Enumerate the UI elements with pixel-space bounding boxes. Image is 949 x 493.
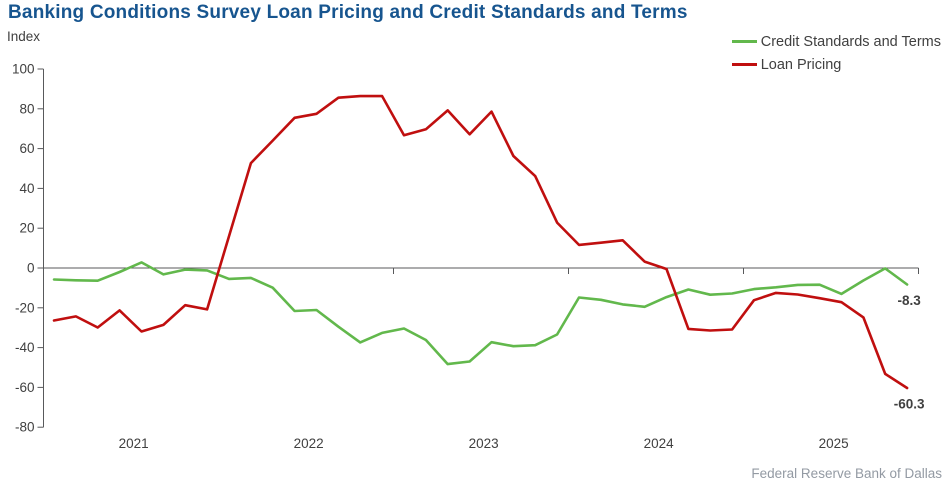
- y-axis-tick-label: 20: [19, 221, 34, 236]
- series-end-value-label: -8.3: [897, 293, 921, 308]
- y-axis-tick-label: 100: [12, 62, 35, 77]
- series-line-credit-standards-and-terms: [52, 261, 909, 366]
- y-axis-tick-label: -80: [15, 420, 35, 435]
- y-axis-tick-label: 40: [19, 181, 34, 196]
- chart-title: Banking Conditions Survey Loan Pricing a…: [8, 2, 688, 23]
- legend-label-credit-standards: Credit Standards and Terms: [760, 33, 941, 50]
- legend-item-credit-standards: Credit Standards and Terms: [731, 31, 941, 52]
- legend-swatch-green-line: [731, 40, 757, 43]
- x-axis-year-label: 2022: [294, 436, 324, 451]
- legend: Credit Standards and Terms Loan Pricing: [731, 31, 941, 75]
- series-end-value-label: -60.3: [894, 396, 925, 411]
- y-axis-tick-label: 80: [19, 101, 34, 116]
- y-axis-tick-label: -60: [15, 380, 35, 395]
- y-axis-tick-label: 0: [27, 261, 35, 276]
- legend-item-loan-pricing: Loan Pricing: [731, 54, 941, 75]
- legend-label-loan-pricing: Loan Pricing: [760, 56, 842, 73]
- x-axis-year-label: 2025: [819, 436, 849, 451]
- x-axis-year-label: 2021: [119, 436, 149, 451]
- y-axis-tick-label: 60: [19, 141, 34, 156]
- series-line-loan-pricing: [52, 94, 909, 390]
- y-axis-unit-label: Index: [7, 29, 41, 44]
- source-attribution: Federal Reserve Bank of Dallas: [751, 466, 942, 481]
- legend-swatch-red-line: [731, 63, 757, 66]
- x-axis-year-label: 2023: [469, 436, 499, 451]
- x-axis-year-label: 2024: [644, 436, 675, 451]
- y-axis-tick-label: -40: [15, 340, 35, 355]
- y-axis-tick-label: -20: [15, 300, 35, 315]
